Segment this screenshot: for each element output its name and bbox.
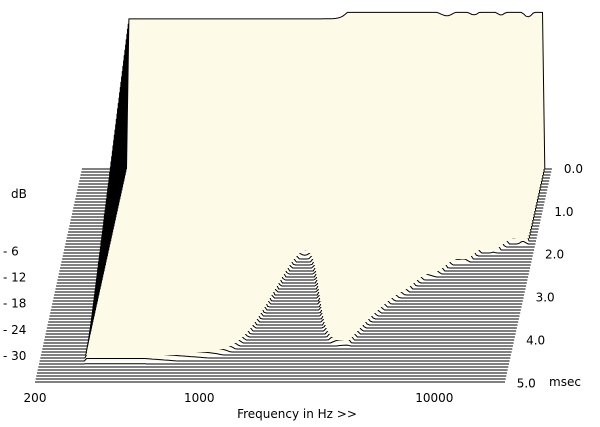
y-axis-label: dB [11, 187, 27, 201]
x-tick-label: 10000 [415, 391, 453, 405]
x-tick-label: 200 [24, 391, 47, 405]
time-unit-label: msec [549, 375, 581, 389]
x-tick-label: 1000 [184, 391, 215, 405]
x-axis-label: Frequency in Hz >> [237, 407, 357, 421]
y-tick-label: - 12 [3, 271, 26, 285]
y-tick-label: - 6 [3, 245, 19, 259]
time-tick-label: 3.0 [536, 291, 555, 305]
time-tick-label: 4.0 [526, 333, 545, 347]
slice-fill [81, 12, 552, 170]
slice-line [81, 11, 552, 170]
y-tick-label: - 18 [3, 297, 26, 311]
y-tick-label: - 30 [3, 349, 26, 363]
labels-group: dB Frequency in Hz >> msec - 6 - 12 - 18 - … [3, 162, 583, 421]
slice-line [39, 358, 510, 362]
slices-group [35, 11, 552, 383]
time-tick-label: 2.0 [545, 248, 564, 262]
slice-fill [39, 358, 510, 361]
time-tick-label: 0.0 [564, 162, 583, 176]
time-tick-label: 1.0 [554, 205, 573, 219]
y-tick-label: - 24 [3, 323, 26, 337]
time-tick-label: 5.0 [517, 376, 536, 390]
